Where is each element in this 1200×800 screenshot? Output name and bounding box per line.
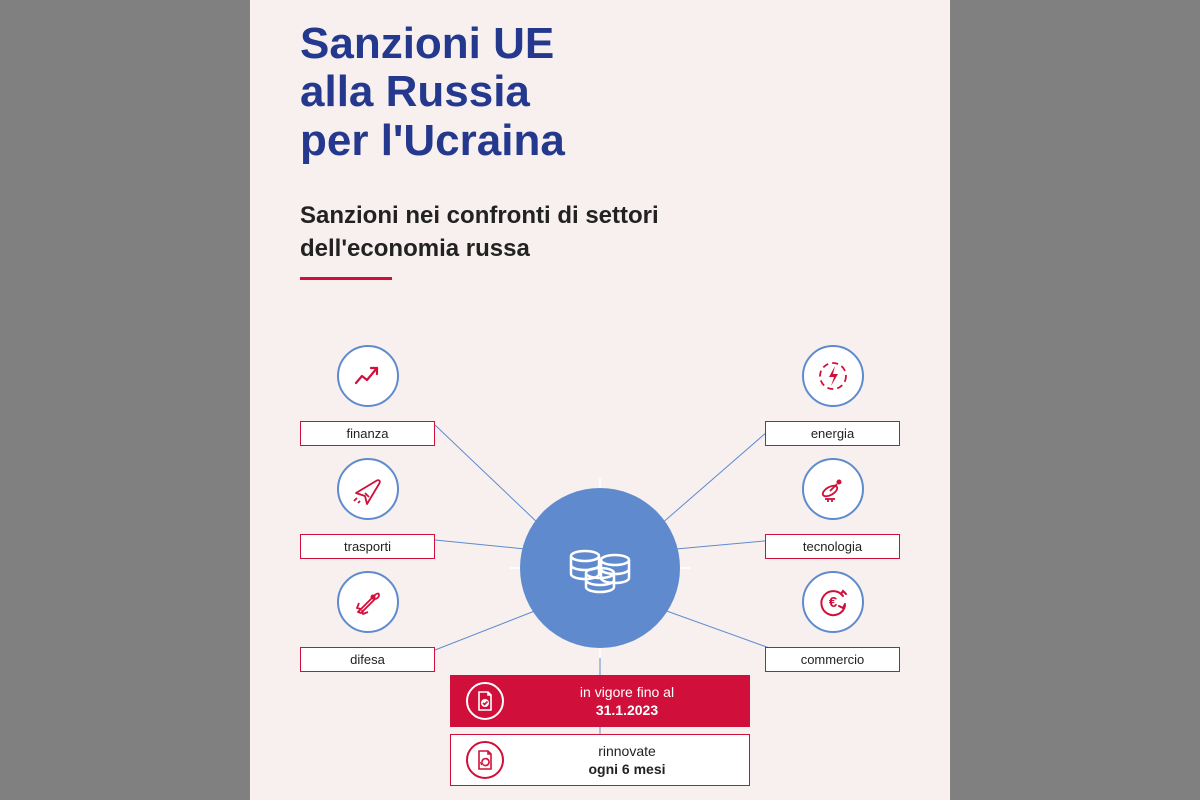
document-refresh-icon (466, 741, 504, 779)
sector-label-finanza: finanza (300, 421, 435, 446)
renewal-line-2: ogni 6 mesi (588, 761, 665, 777)
title-line-2: alla Russia (300, 67, 530, 116)
sector-label-trasporti: trasporti (300, 534, 435, 559)
document-check-icon (466, 682, 504, 720)
sector-node-difesa: difesa (300, 571, 435, 672)
sector-node-trasporti: trasporti (300, 458, 435, 559)
chart-up-icon (337, 345, 399, 407)
center-node (520, 488, 680, 648)
validity-line-1: in vigore fino al (580, 684, 674, 700)
sector-node-tecnologia: tecnologia (765, 458, 900, 559)
title-line-3: per l'Ucraina (300, 116, 565, 165)
sector-node-energia: energia (765, 345, 900, 446)
sector-node-finanza: finanza (300, 345, 435, 446)
accent-underline (300, 277, 392, 280)
euro-cycle-icon: € (802, 571, 864, 633)
airplane-icon (337, 458, 399, 520)
validity-line-2: 31.1.2023 (596, 702, 658, 718)
renewal-text: rinnovate ogni 6 mesi (520, 742, 734, 778)
sector-label-tecnologia: tecnologia (765, 534, 900, 559)
infographic-page: Sanzioni UE alla Russia per l'Ucraina Sa… (250, 0, 950, 800)
bolt-icon (802, 345, 864, 407)
validity-box: in vigore fino al 31.1.2023 (450, 675, 750, 727)
sector-node-commercio: € commercio (765, 571, 900, 672)
subtitle: Sanzioni nei confronti di settori dell'e… (300, 200, 900, 265)
coins-stack-icon (560, 538, 640, 598)
renewal-line-1: rinnovate (598, 743, 656, 759)
sector-label-difesa: difesa (300, 647, 435, 672)
sectors-diagram: finanza trasporti difesa energia tecnologia €… (300, 340, 900, 800)
subtitle-line-2: dell'economia russa (300, 235, 530, 262)
sector-label-energia: energia (765, 421, 900, 446)
renewal-box: rinnovate ogni 6 mesi (450, 734, 750, 786)
validity-text: in vigore fino al 31.1.2023 (520, 683, 734, 719)
subtitle-line-1: Sanzioni nei confronti di settori (300, 202, 659, 229)
satellite-icon (802, 458, 864, 520)
missile-icon (337, 571, 399, 633)
svg-text:€: € (828, 594, 837, 611)
sector-label-commercio: commercio (765, 647, 900, 672)
main-title: Sanzioni UE alla Russia per l'Ucraina (300, 20, 900, 165)
title-line-1: Sanzioni UE (300, 19, 554, 68)
